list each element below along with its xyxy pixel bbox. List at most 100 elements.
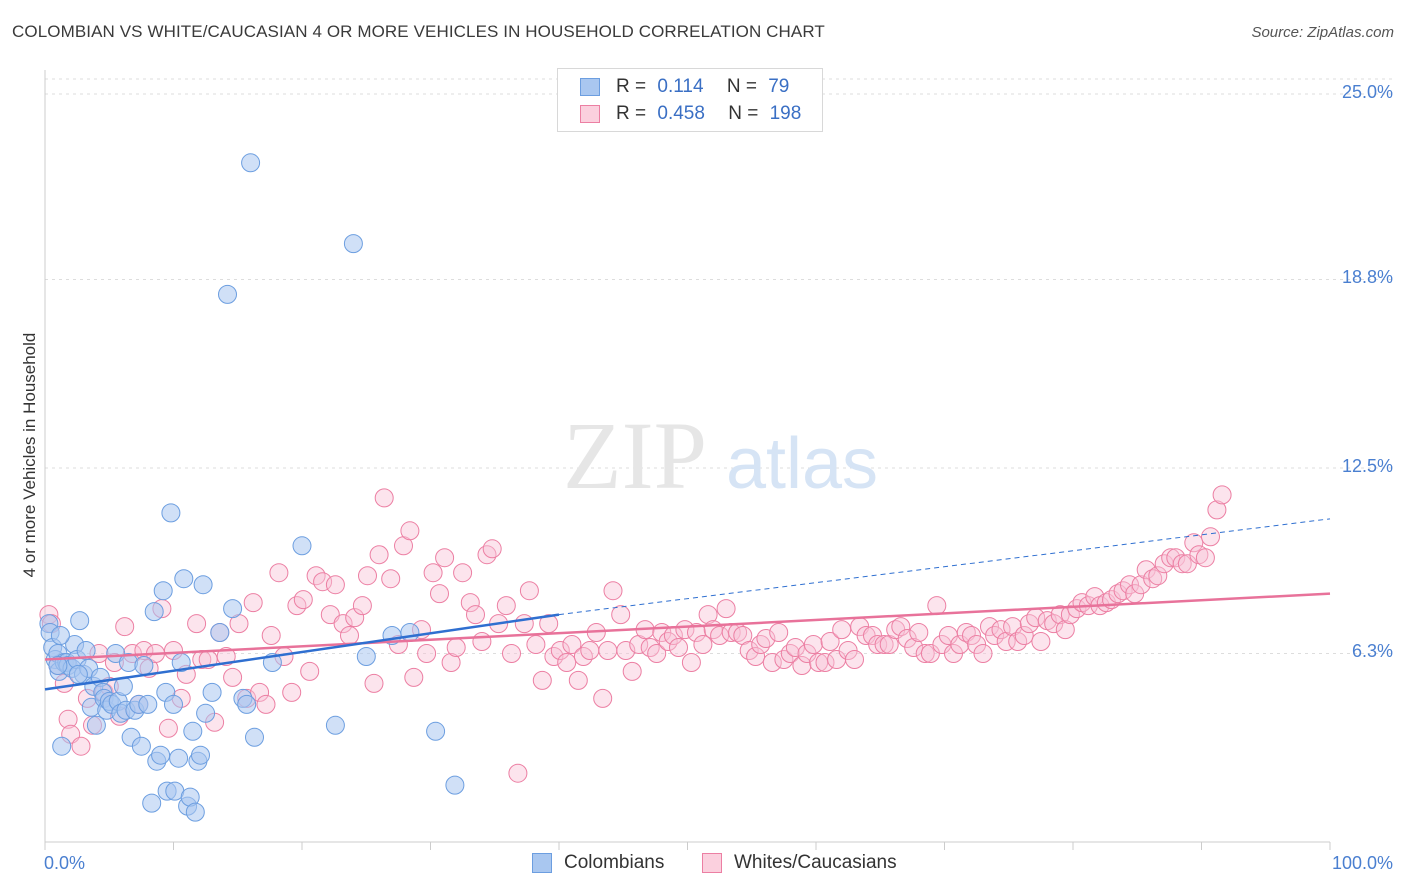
data-point	[417, 644, 437, 663]
data-point	[598, 641, 618, 660]
data-point	[441, 653, 461, 672]
data-point	[340, 626, 359, 645]
data-point	[374, 488, 394, 508]
bottom-legend-swatch-blue	[532, 853, 552, 873]
y-tick-label: 25.0%	[1341, 81, 1393, 102]
data-point	[241, 153, 261, 173]
source-label: Source: ZipAtlas.com	[1251, 24, 1394, 41]
data-point	[681, 653, 701, 672]
data-point	[874, 635, 894, 654]
data-point	[400, 623, 420, 642]
data-point	[174, 569, 194, 589]
data-point	[580, 641, 600, 660]
data-point	[466, 605, 485, 625]
data-point	[142, 793, 162, 813]
data-point	[477, 545, 497, 565]
data-point	[1201, 527, 1220, 547]
data-point	[526, 635, 546, 654]
data-point	[250, 682, 270, 702]
data-point	[358, 566, 377, 586]
data-point	[769, 623, 789, 642]
chart-title: COLOMBIAN VS WHITE/CAUCASIAN 4 OR MORE V…	[12, 22, 825, 41]
data-point	[400, 521, 420, 541]
data-point	[698, 605, 718, 625]
data-point	[52, 736, 72, 756]
data-point	[245, 727, 264, 747]
data-point	[435, 548, 455, 568]
data-point	[716, 599, 736, 619]
data-point	[568, 670, 588, 690]
data-point	[71, 736, 91, 756]
data-point	[269, 563, 289, 583]
legend-r-label: R =	[616, 103, 647, 124]
data-point	[356, 647, 376, 666]
data-point	[746, 647, 766, 666]
data-point	[962, 626, 981, 645]
data-point	[293, 590, 313, 610]
data-point	[343, 234, 363, 254]
data-point	[904, 638, 924, 657]
data-point	[868, 635, 888, 654]
data-point	[792, 656, 812, 675]
data-point	[803, 635, 823, 654]
data-point	[1031, 632, 1051, 651]
data-point	[48, 656, 68, 675]
data-point	[161, 503, 181, 523]
data-point	[550, 641, 570, 660]
data-point	[86, 715, 106, 735]
data-point	[832, 620, 852, 640]
data-point	[460, 593, 480, 613]
data-point	[482, 539, 502, 559]
data-point	[1014, 626, 1034, 645]
axes	[44, 70, 1331, 850]
data-point	[237, 694, 257, 714]
data-point	[223, 667, 243, 687]
data-point	[1207, 500, 1227, 520]
data-point	[611, 605, 631, 625]
data-point	[216, 647, 236, 666]
data-point	[980, 617, 999, 637]
data-point	[1143, 569, 1163, 589]
data-point	[325, 575, 345, 595]
data-point	[151, 745, 171, 765]
legend-n-label: N =	[728, 103, 759, 124]
data-point	[1212, 485, 1232, 505]
data-point	[1120, 575, 1139, 595]
data-point	[693, 635, 713, 654]
data-point	[756, 629, 776, 648]
data-point	[1055, 620, 1075, 640]
data-point	[300, 661, 320, 681]
data-point	[446, 638, 466, 657]
data-point	[508, 763, 528, 783]
series-colombians	[39, 153, 465, 822]
data-point	[593, 688, 613, 708]
watermark-atlas: atlas	[726, 424, 878, 504]
data-point	[169, 748, 189, 768]
data-point	[364, 673, 384, 693]
data-point	[187, 614, 207, 634]
y-tick-label: 18.8%	[1341, 267, 1393, 288]
y-tick-label: 6.3%	[1351, 641, 1393, 662]
data-point	[282, 682, 302, 702]
data-point	[647, 644, 667, 663]
x-tick-max: 100.0%	[1331, 853, 1393, 873]
data-point	[687, 623, 706, 642]
legend-n-value: 198	[769, 103, 802, 124]
data-point	[1131, 575, 1151, 595]
data-point	[496, 596, 516, 616]
data-point	[1067, 599, 1087, 619]
data-point	[70, 611, 90, 631]
y-tick-label: 12.5%	[1341, 455, 1393, 476]
data-point	[58, 709, 78, 729]
data-point	[404, 667, 424, 687]
data-point	[50, 626, 70, 645]
data-point	[891, 617, 911, 637]
data-point	[820, 632, 840, 651]
data-point	[210, 623, 230, 642]
data-point	[453, 563, 473, 583]
data-point	[191, 745, 210, 765]
data-point	[762, 653, 782, 672]
data-point	[333, 614, 353, 634]
bottom-legend-swatch-pink	[702, 853, 722, 873]
data-point	[325, 715, 345, 735]
